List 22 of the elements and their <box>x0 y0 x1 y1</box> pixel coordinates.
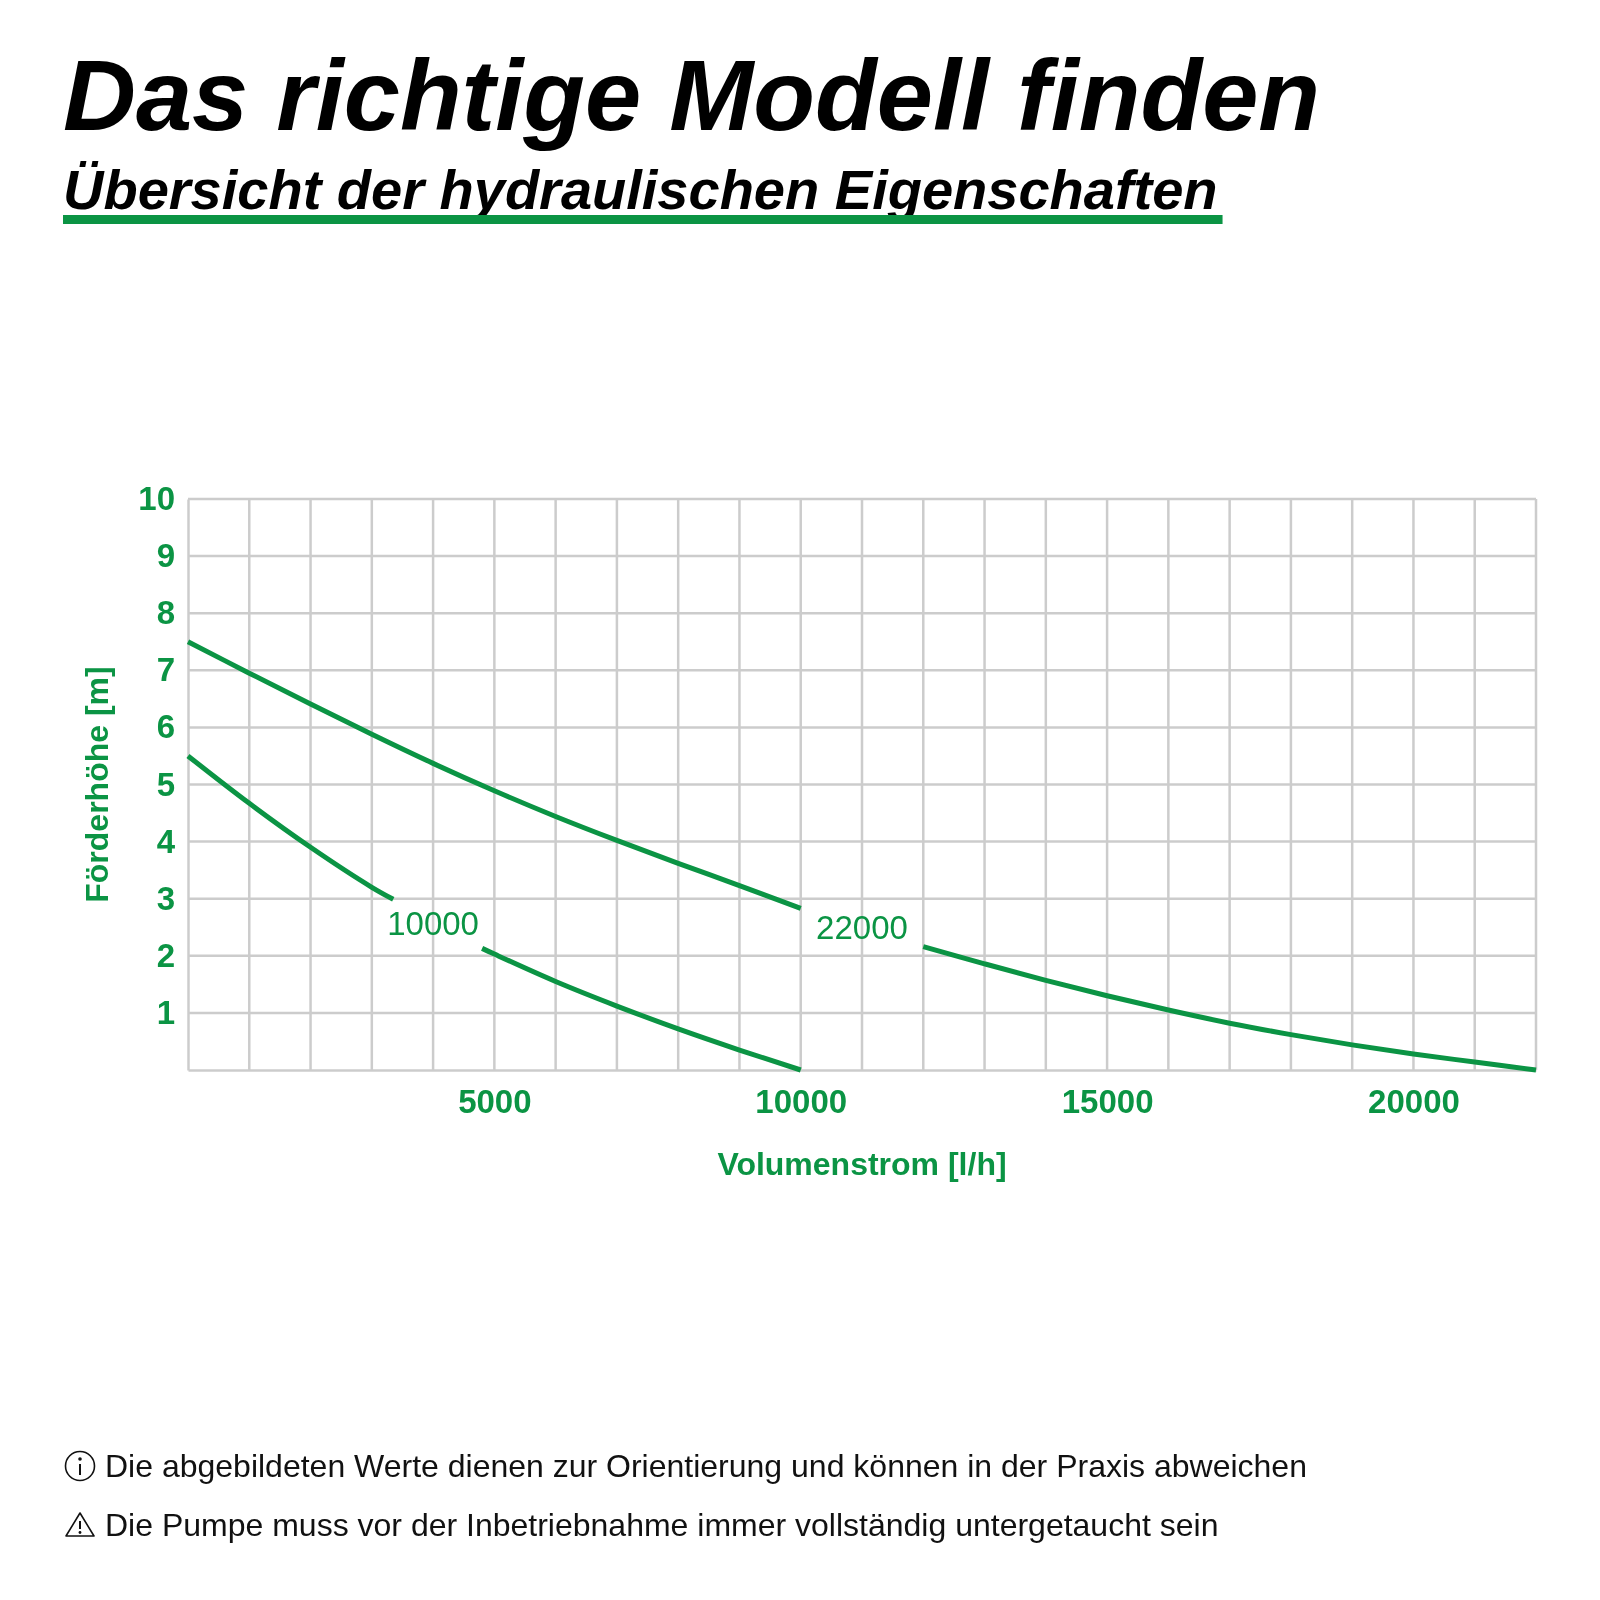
y-tick-label: 9 <box>156 537 175 575</box>
y-tick-label: 4 <box>156 822 176 860</box>
x-axis-title: Volumenstrom [l/h] <box>717 1146 1007 1182</box>
x-tick-label: 10000 <box>755 1083 848 1121</box>
y-tick-label: 5 <box>156 765 175 803</box>
text: Die Pumpe muss vor der Inbetriebnahme immer vollständig untergetaucht sein <box>105 1507 1219 1543</box>
y-tick-label: 10 <box>138 480 175 518</box>
y-tick-label: 3 <box>156 879 175 917</box>
series-label: 10000 <box>387 905 479 943</box>
text: Die abgebildeten Werte dienen zur Orientierung und können in der Praxis abweichen <box>105 1448 1307 1484</box>
chart-subtitle: Übersicht der hydraulischen Eigenschaften <box>63 158 1218 221</box>
x-tick-label: 5000 <box>458 1083 532 1121</box>
y-tick-label: 1 <box>156 993 175 1031</box>
y-axis-title: Förderhöhe [m] <box>79 666 115 903</box>
y-tick-label: 7 <box>156 651 175 689</box>
x-tick-label: 20000 <box>1368 1083 1460 1121</box>
x-tick-label: 15000 <box>1061 1083 1154 1121</box>
y-tick-label: 6 <box>156 708 175 746</box>
y-tick-label: 2 <box>156 936 175 974</box>
chart-title: Das richtige Modell finden <box>63 39 1321 151</box>
y-tick-label: 8 <box>156 594 175 632</box>
series-label: 22000 <box>816 909 908 947</box>
